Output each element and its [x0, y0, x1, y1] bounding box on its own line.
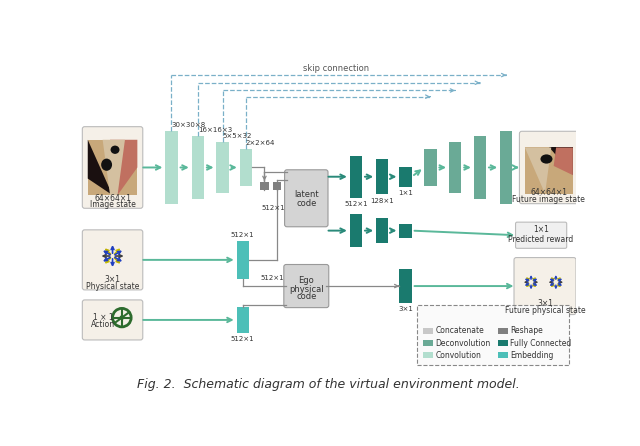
- Bar: [273, 182, 281, 190]
- Bar: [260, 182, 269, 190]
- Ellipse shape: [540, 154, 552, 164]
- Text: 128×1: 128×1: [371, 198, 394, 203]
- FancyBboxPatch shape: [520, 131, 579, 204]
- FancyBboxPatch shape: [83, 300, 143, 340]
- FancyBboxPatch shape: [83, 230, 143, 290]
- Bar: [349, 156, 362, 198]
- Bar: [498, 328, 508, 334]
- Text: 2×2×64: 2×2×64: [246, 140, 275, 146]
- Polygon shape: [110, 140, 138, 195]
- Text: Ego: Ego: [298, 276, 314, 285]
- Bar: [474, 136, 486, 199]
- Bar: [525, 148, 573, 194]
- Polygon shape: [102, 140, 125, 195]
- Text: Deconvolution: Deconvolution: [436, 339, 491, 347]
- Text: Convolution: Convolution: [436, 351, 482, 360]
- Bar: [237, 241, 249, 279]
- Bar: [349, 215, 362, 247]
- Bar: [399, 224, 412, 238]
- Text: code: code: [296, 199, 317, 208]
- Text: Image state: Image state: [90, 200, 136, 209]
- FancyBboxPatch shape: [516, 222, 566, 248]
- FancyBboxPatch shape: [285, 170, 328, 227]
- Text: skip connection: skip connection: [303, 64, 369, 74]
- Text: Future image state: Future image state: [513, 194, 586, 203]
- Text: Action: Action: [91, 320, 115, 329]
- Text: 512×1: 512×1: [231, 336, 255, 342]
- Bar: [498, 340, 508, 346]
- Bar: [376, 218, 388, 243]
- Text: Fully Connected: Fully Connected: [510, 339, 572, 347]
- Text: physical: physical: [289, 285, 324, 293]
- FancyBboxPatch shape: [284, 264, 329, 308]
- Bar: [423, 352, 433, 359]
- Text: 512×1: 512×1: [344, 201, 368, 207]
- FancyBboxPatch shape: [514, 258, 576, 314]
- Text: 512×1: 512×1: [260, 275, 284, 281]
- Bar: [216, 142, 229, 193]
- Text: 5×5×32: 5×5×32: [223, 133, 252, 139]
- Text: 512×1: 512×1: [261, 205, 285, 211]
- Bar: [498, 352, 508, 359]
- Text: 64×64×1: 64×64×1: [531, 188, 568, 197]
- Text: 3×1: 3×1: [398, 306, 413, 312]
- Bar: [423, 340, 433, 346]
- Text: latent: latent: [294, 190, 319, 199]
- Bar: [191, 136, 204, 199]
- Text: Predicted reward: Predicted reward: [509, 235, 573, 244]
- Text: Physical state: Physical state: [86, 281, 140, 290]
- Text: Future physical state: Future physical state: [505, 306, 586, 315]
- Bar: [399, 269, 412, 303]
- Text: 16×16×3: 16×16×3: [198, 127, 232, 133]
- Text: code: code: [296, 292, 317, 301]
- Bar: [376, 159, 388, 194]
- Circle shape: [120, 315, 124, 320]
- Polygon shape: [88, 140, 113, 195]
- Bar: [237, 307, 249, 333]
- Bar: [239, 149, 252, 186]
- Text: 3×1: 3×1: [537, 299, 553, 308]
- Text: Fig. 2.  Schematic diagram of the virtual environment model.: Fig. 2. Schematic diagram of the virtual…: [136, 378, 520, 391]
- Ellipse shape: [111, 145, 120, 154]
- Bar: [424, 149, 436, 186]
- Text: 30×30×8: 30×30×8: [172, 122, 205, 128]
- Text: 512×1: 512×1: [231, 232, 255, 238]
- Text: 3×1: 3×1: [104, 275, 120, 285]
- Text: Embedding: Embedding: [510, 351, 554, 360]
- Bar: [88, 140, 138, 195]
- Text: Reshape: Reshape: [510, 326, 543, 335]
- Text: 64×64×1: 64×64×1: [94, 194, 131, 203]
- FancyBboxPatch shape: [417, 305, 569, 364]
- Polygon shape: [525, 148, 551, 194]
- Bar: [399, 167, 412, 187]
- Text: 1 × 1: 1 × 1: [93, 313, 113, 322]
- Text: 1×1: 1×1: [533, 225, 549, 234]
- Ellipse shape: [101, 159, 112, 171]
- FancyBboxPatch shape: [83, 127, 143, 208]
- Text: 1×1: 1×1: [398, 190, 413, 196]
- Bar: [165, 131, 178, 204]
- Bar: [449, 142, 461, 193]
- Polygon shape: [549, 148, 573, 175]
- Text: Concatenate: Concatenate: [436, 326, 484, 335]
- Bar: [423, 328, 433, 334]
- Bar: [500, 131, 513, 204]
- Polygon shape: [554, 148, 573, 175]
